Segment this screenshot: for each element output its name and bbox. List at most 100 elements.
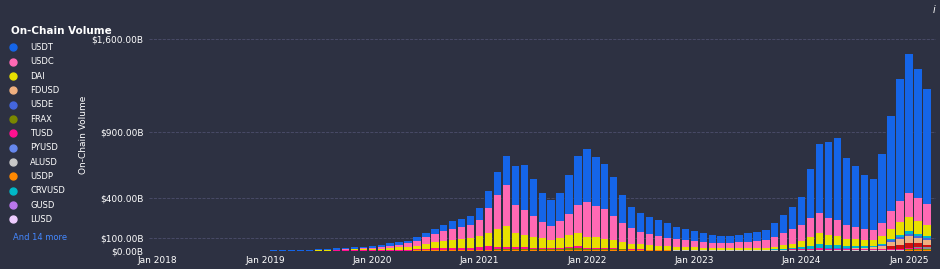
Bar xyxy=(897,201,903,222)
Bar xyxy=(771,237,778,247)
Bar xyxy=(852,246,859,248)
Bar xyxy=(834,220,841,236)
Bar xyxy=(610,216,618,240)
Bar xyxy=(592,249,600,250)
Bar xyxy=(699,247,707,250)
Bar xyxy=(529,237,537,248)
Bar xyxy=(521,249,528,250)
Bar xyxy=(547,248,555,249)
Bar xyxy=(351,250,358,251)
Bar xyxy=(333,250,340,251)
Bar xyxy=(915,221,921,233)
Bar xyxy=(807,238,814,246)
Bar xyxy=(440,250,447,251)
Bar xyxy=(485,250,493,251)
Bar xyxy=(619,223,626,242)
Bar xyxy=(816,213,823,233)
Bar xyxy=(494,250,501,251)
Bar xyxy=(709,243,716,248)
Bar xyxy=(915,249,921,250)
Bar xyxy=(709,235,716,243)
Bar xyxy=(476,208,483,220)
Bar xyxy=(458,239,465,248)
Bar xyxy=(834,248,841,249)
Bar xyxy=(414,241,420,246)
Text: TUSD: TUSD xyxy=(30,129,53,138)
Bar xyxy=(780,245,788,249)
Bar xyxy=(897,79,903,201)
Bar xyxy=(449,240,457,248)
Bar xyxy=(861,240,868,246)
Bar xyxy=(780,249,788,250)
Bar xyxy=(691,241,698,247)
Bar xyxy=(458,250,465,251)
Bar xyxy=(852,249,859,250)
Text: LUSD: LUSD xyxy=(30,215,53,224)
Text: FRAX: FRAX xyxy=(30,115,52,123)
Bar xyxy=(915,197,921,221)
Bar xyxy=(449,229,457,240)
Bar xyxy=(360,249,367,250)
Bar xyxy=(342,248,349,249)
Bar xyxy=(628,249,635,250)
Bar xyxy=(923,204,931,225)
Bar xyxy=(807,246,814,249)
Bar xyxy=(602,239,608,248)
Bar xyxy=(897,222,903,235)
Bar xyxy=(547,226,555,240)
Bar xyxy=(270,250,277,251)
Bar xyxy=(852,166,859,227)
Bar xyxy=(511,233,519,247)
Bar xyxy=(915,233,921,236)
Bar xyxy=(628,228,635,243)
Bar xyxy=(691,231,698,241)
Bar xyxy=(870,230,877,240)
Bar xyxy=(368,250,376,251)
Bar xyxy=(905,248,913,249)
Bar xyxy=(583,149,590,202)
Bar xyxy=(861,249,868,250)
Bar xyxy=(673,227,680,239)
Bar xyxy=(655,246,662,250)
Bar xyxy=(583,249,590,250)
Bar xyxy=(905,193,913,217)
Bar xyxy=(610,250,618,251)
Bar xyxy=(610,249,618,250)
Bar xyxy=(824,235,832,245)
Bar xyxy=(378,250,384,251)
Bar xyxy=(602,249,608,250)
Bar xyxy=(897,249,903,250)
Bar xyxy=(789,207,796,229)
Bar xyxy=(842,158,850,225)
Bar xyxy=(404,250,412,251)
Text: USDC: USDC xyxy=(30,57,54,66)
Bar xyxy=(503,249,510,250)
Bar xyxy=(664,223,671,238)
Bar xyxy=(521,165,528,210)
Bar xyxy=(521,210,528,235)
Bar xyxy=(717,236,725,243)
Bar xyxy=(467,216,475,225)
Bar xyxy=(897,239,903,245)
Bar xyxy=(744,242,752,248)
Bar xyxy=(861,248,868,249)
Bar xyxy=(511,205,519,233)
Bar xyxy=(923,245,931,247)
Bar xyxy=(529,216,537,237)
Bar xyxy=(467,225,475,238)
Bar xyxy=(422,237,430,244)
Bar xyxy=(619,195,626,223)
Bar xyxy=(431,234,439,242)
Bar xyxy=(565,249,572,250)
Bar xyxy=(646,245,653,250)
Bar xyxy=(923,89,931,204)
Bar xyxy=(780,233,788,245)
Bar xyxy=(923,236,931,238)
Bar xyxy=(476,236,483,247)
Bar xyxy=(529,249,537,250)
Bar xyxy=(458,248,465,250)
Bar xyxy=(915,243,921,247)
Bar xyxy=(887,249,895,250)
Bar xyxy=(753,232,760,241)
Bar xyxy=(556,193,564,221)
